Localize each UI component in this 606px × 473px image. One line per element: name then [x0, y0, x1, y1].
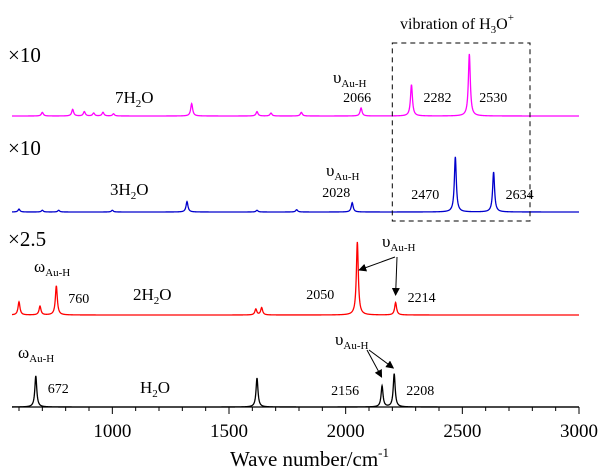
peak-label-2h2o-1: 760 [68, 292, 89, 307]
molecule-label-3h2o: 3H2O [110, 180, 149, 202]
peak-annotations: 2066 2282 2530 2028 2470 2634 760 2050 2214 672 21… [48, 91, 534, 399]
h3o-box-label: vibration of H3O+ [400, 12, 514, 36]
x-axis-title: Wave number/cm-1 [230, 445, 389, 471]
peak-label-h2o-2: 2156 [331, 384, 359, 399]
h3o-box-label-sub: 3 [491, 24, 497, 36]
h3o-vibration-box [391, 42, 531, 222]
h3o-box-label-o: O [496, 16, 508, 33]
h3o-box-label-text: vibration of H [400, 16, 491, 33]
x-tick-label-1500: 1500 [210, 421, 248, 442]
peak-label-3h2o-3: 2634 [506, 188, 534, 203]
mode-label-7h2o-stretch: υAu-H [333, 68, 367, 90]
mode-label-3h2o-stretch: υAu-H [326, 161, 360, 183]
trace-h2o [12, 373, 579, 408]
arrow-2h2o-2050 [358, 256, 396, 272]
peak-label-3h2o-2: 2470 [411, 188, 439, 203]
x-tick-label-2500: 2500 [443, 421, 481, 442]
trace-3h2o [11, 156, 579, 213]
arrow-h2o-2156 [366, 349, 383, 378]
peak-label-2h2o-2: 2050 [306, 288, 334, 303]
spectra-traces [11, 53, 579, 408]
peak-label-h2o-1: 672 [48, 382, 69, 397]
arrow-2h2o-2214 [391, 256, 400, 296]
multiplier-3h2o: ×10 [8, 136, 41, 160]
x-tick-label-3000: 3000 [560, 421, 598, 442]
mode-label-2h2o-wag: ωAu-H [34, 257, 70, 279]
mode-label-h2o-stretch: υAu-H [335, 330, 369, 352]
multiplier-7h2o: ×10 [8, 43, 41, 67]
multiplier-2h2o: ×2.5 [8, 227, 46, 251]
trace-2h2o [11, 241, 579, 316]
arrow-h2o-2208 [368, 349, 395, 369]
peak-label-7h2o-1: 2066 [343, 91, 371, 106]
peak-label-3h2o-1: 2028 [322, 186, 350, 201]
peak-label-7h2o-2: 2282 [424, 91, 452, 106]
x-tick-label-1000: 1000 [93, 421, 131, 442]
mode-label-2h2o-stretch: υAu-H [382, 232, 416, 254]
peak-label-h2o-3: 2208 [406, 384, 434, 399]
peak-label-2h2o-3: 2214 [408, 291, 436, 306]
molecule-label-2h2o: 2H2O [133, 285, 172, 307]
molecule-label-h2o: H2O [140, 378, 170, 400]
trace-7h2o [12, 53, 579, 117]
mode-label-h2o-wag: ωAu-H [18, 343, 54, 365]
molecule-label-7h2o: 7H2O [115, 88, 154, 110]
x-axis: 1000 1500 2000 2500 3000 [12, 406, 598, 442]
h3o-box-label-sup: + [508, 12, 514, 24]
x-tick-label-2000: 2000 [327, 421, 365, 442]
peak-label-7h2o-3: 2530 [479, 91, 507, 106]
